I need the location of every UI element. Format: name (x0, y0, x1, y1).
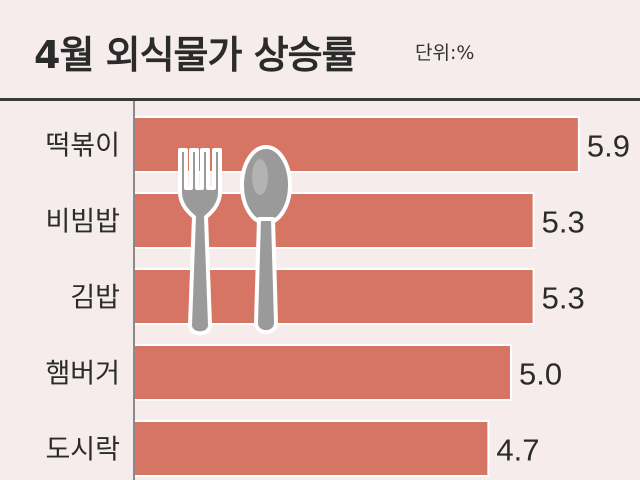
title-divider (0, 98, 640, 101)
category-label-1: 떡볶이 (45, 131, 120, 162)
bar-5 (133, 420, 490, 477)
fork-icon (178, 148, 222, 336)
value-label-5: 4.7 (496, 433, 539, 468)
y-axis-line (133, 101, 135, 480)
category-label-4: 햄버거 (45, 359, 120, 390)
unit-label: 단위:% (415, 42, 475, 64)
value-labels: 5.9 5.3 5.3 5.0 4.7 (496, 129, 630, 468)
value-label-4: 5.0 (519, 357, 562, 392)
category-label-5: 도시락 (45, 435, 120, 466)
value-label-3: 5.3 (542, 281, 585, 316)
value-label-2: 5.3 (542, 205, 585, 240)
bar-4 (133, 344, 512, 401)
value-label-1: 5.9 (587, 129, 630, 164)
spoon-icon (240, 145, 292, 334)
chart-title: 4월 외식물가 상승률 (34, 33, 357, 77)
category-label-3: 김밥 (70, 283, 120, 314)
category-label-2: 비빔밥 (45, 207, 120, 238)
